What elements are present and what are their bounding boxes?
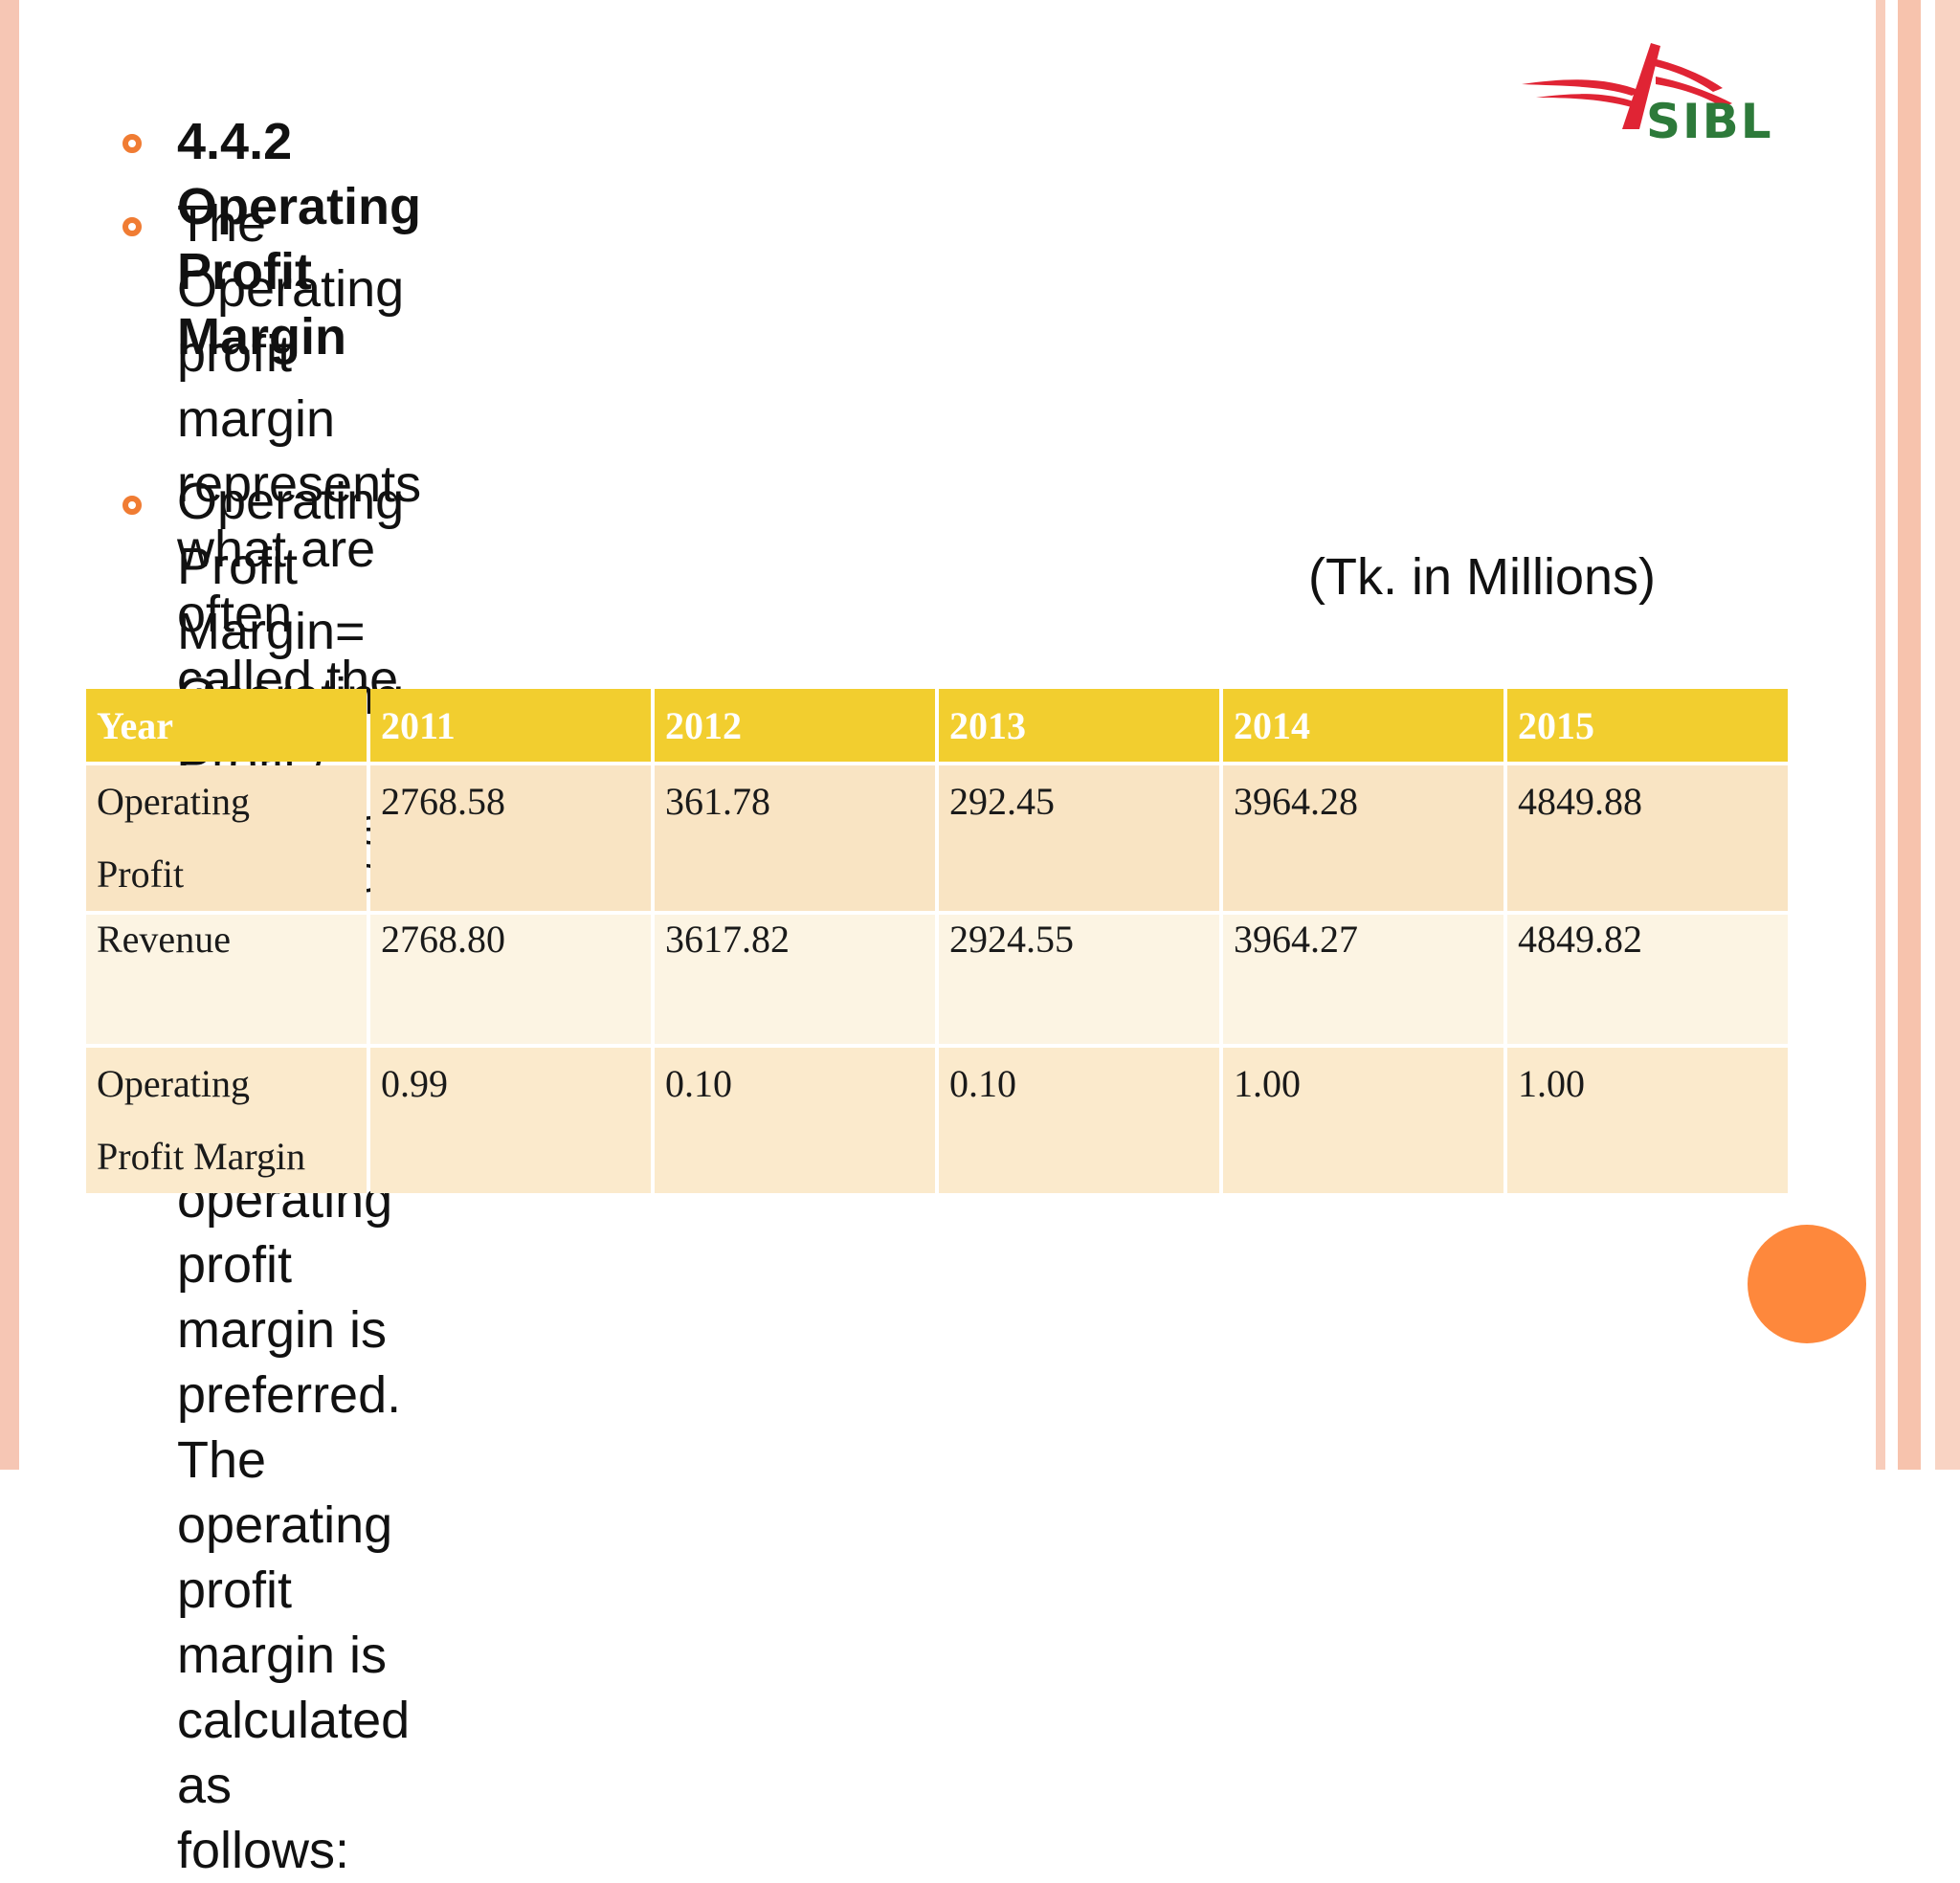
logo-text: SIBL [1646, 94, 1773, 149]
value-cell: 0.99 [370, 1048, 651, 1193]
right-border-band [1876, 0, 1885, 1470]
row-label-line: Profit Margin [97, 1135, 306, 1178]
value-cell: 2924.55 [939, 915, 1219, 1044]
sibl-logo: SIBL [1517, 38, 1814, 153]
value-cell: 1.00 [1223, 1048, 1503, 1193]
bullet-marker-icon [122, 217, 142, 236]
value-cell: 2768.58 [370, 765, 651, 911]
header-cell: Year [86, 689, 367, 762]
row-label-line: Operating [97, 780, 250, 823]
value-cell: 361.78 [655, 765, 935, 911]
value-cell: 3617.82 [655, 915, 935, 1044]
row-label-cell: Revenue [86, 915, 367, 1044]
bullet-marker-icon [122, 496, 142, 515]
right-border-band [1898, 0, 1921, 1470]
right-border-band [1935, 0, 1960, 1470]
description-line: margin is preferred. The operating profi… [177, 1301, 411, 1814]
decorative-circle [1748, 1225, 1866, 1343]
value-cell: 0.10 [655, 1048, 935, 1193]
left-border-strip [0, 0, 19, 1470]
header-cell: 2013 [939, 689, 1219, 762]
header-cell: 2015 [1507, 689, 1788, 762]
value-cell: 1.00 [1507, 1048, 1788, 1193]
row-label-line: Revenue [97, 918, 231, 961]
header-cell: 2014 [1223, 689, 1503, 762]
value-cell: 3964.27 [1223, 915, 1503, 1044]
value-cell: 4849.82 [1507, 915, 1788, 1044]
slide-title: 4.4.2 Operating Profit Margin [177, 113, 422, 366]
value-cell: 3964.28 [1223, 765, 1503, 911]
description-line: follows: [177, 1822, 350, 1879]
value-cell: 292.45 [939, 765, 1219, 911]
units-note: (Tk. in Millions) [1308, 548, 1657, 606]
row-label-cell: Operating Profit Margin [86, 1048, 367, 1193]
header-cell: 2012 [655, 689, 935, 762]
table-row: Operating Profit 2768.58 361.78 292.45 3… [86, 765, 1788, 911]
bullet-marker-icon [122, 134, 142, 153]
value-cell: 4849.88 [1507, 765, 1788, 911]
header-cell: 2011 [370, 689, 651, 762]
logo-swoosh-icon [1522, 43, 1732, 129]
table-row: Operating Profit Margin 0.99 0.10 0.10 1… [86, 1048, 1788, 1193]
table-header-row: Year 2011 2012 2013 2014 2015 [86, 689, 1788, 762]
value-cell: 0.10 [939, 1048, 1219, 1193]
data-table: Year 2011 2012 2013 2014 2015 Operating … [82, 685, 1792, 1197]
row-label-line: Profit [97, 853, 185, 896]
value-cell: 2768.80 [370, 915, 651, 1044]
row-label-line: Operating [97, 1062, 250, 1105]
table-row: Revenue 2768.80 3617.82 2924.55 3964.27 … [86, 915, 1788, 1044]
row-label-cell: Operating Profit [86, 765, 367, 911]
